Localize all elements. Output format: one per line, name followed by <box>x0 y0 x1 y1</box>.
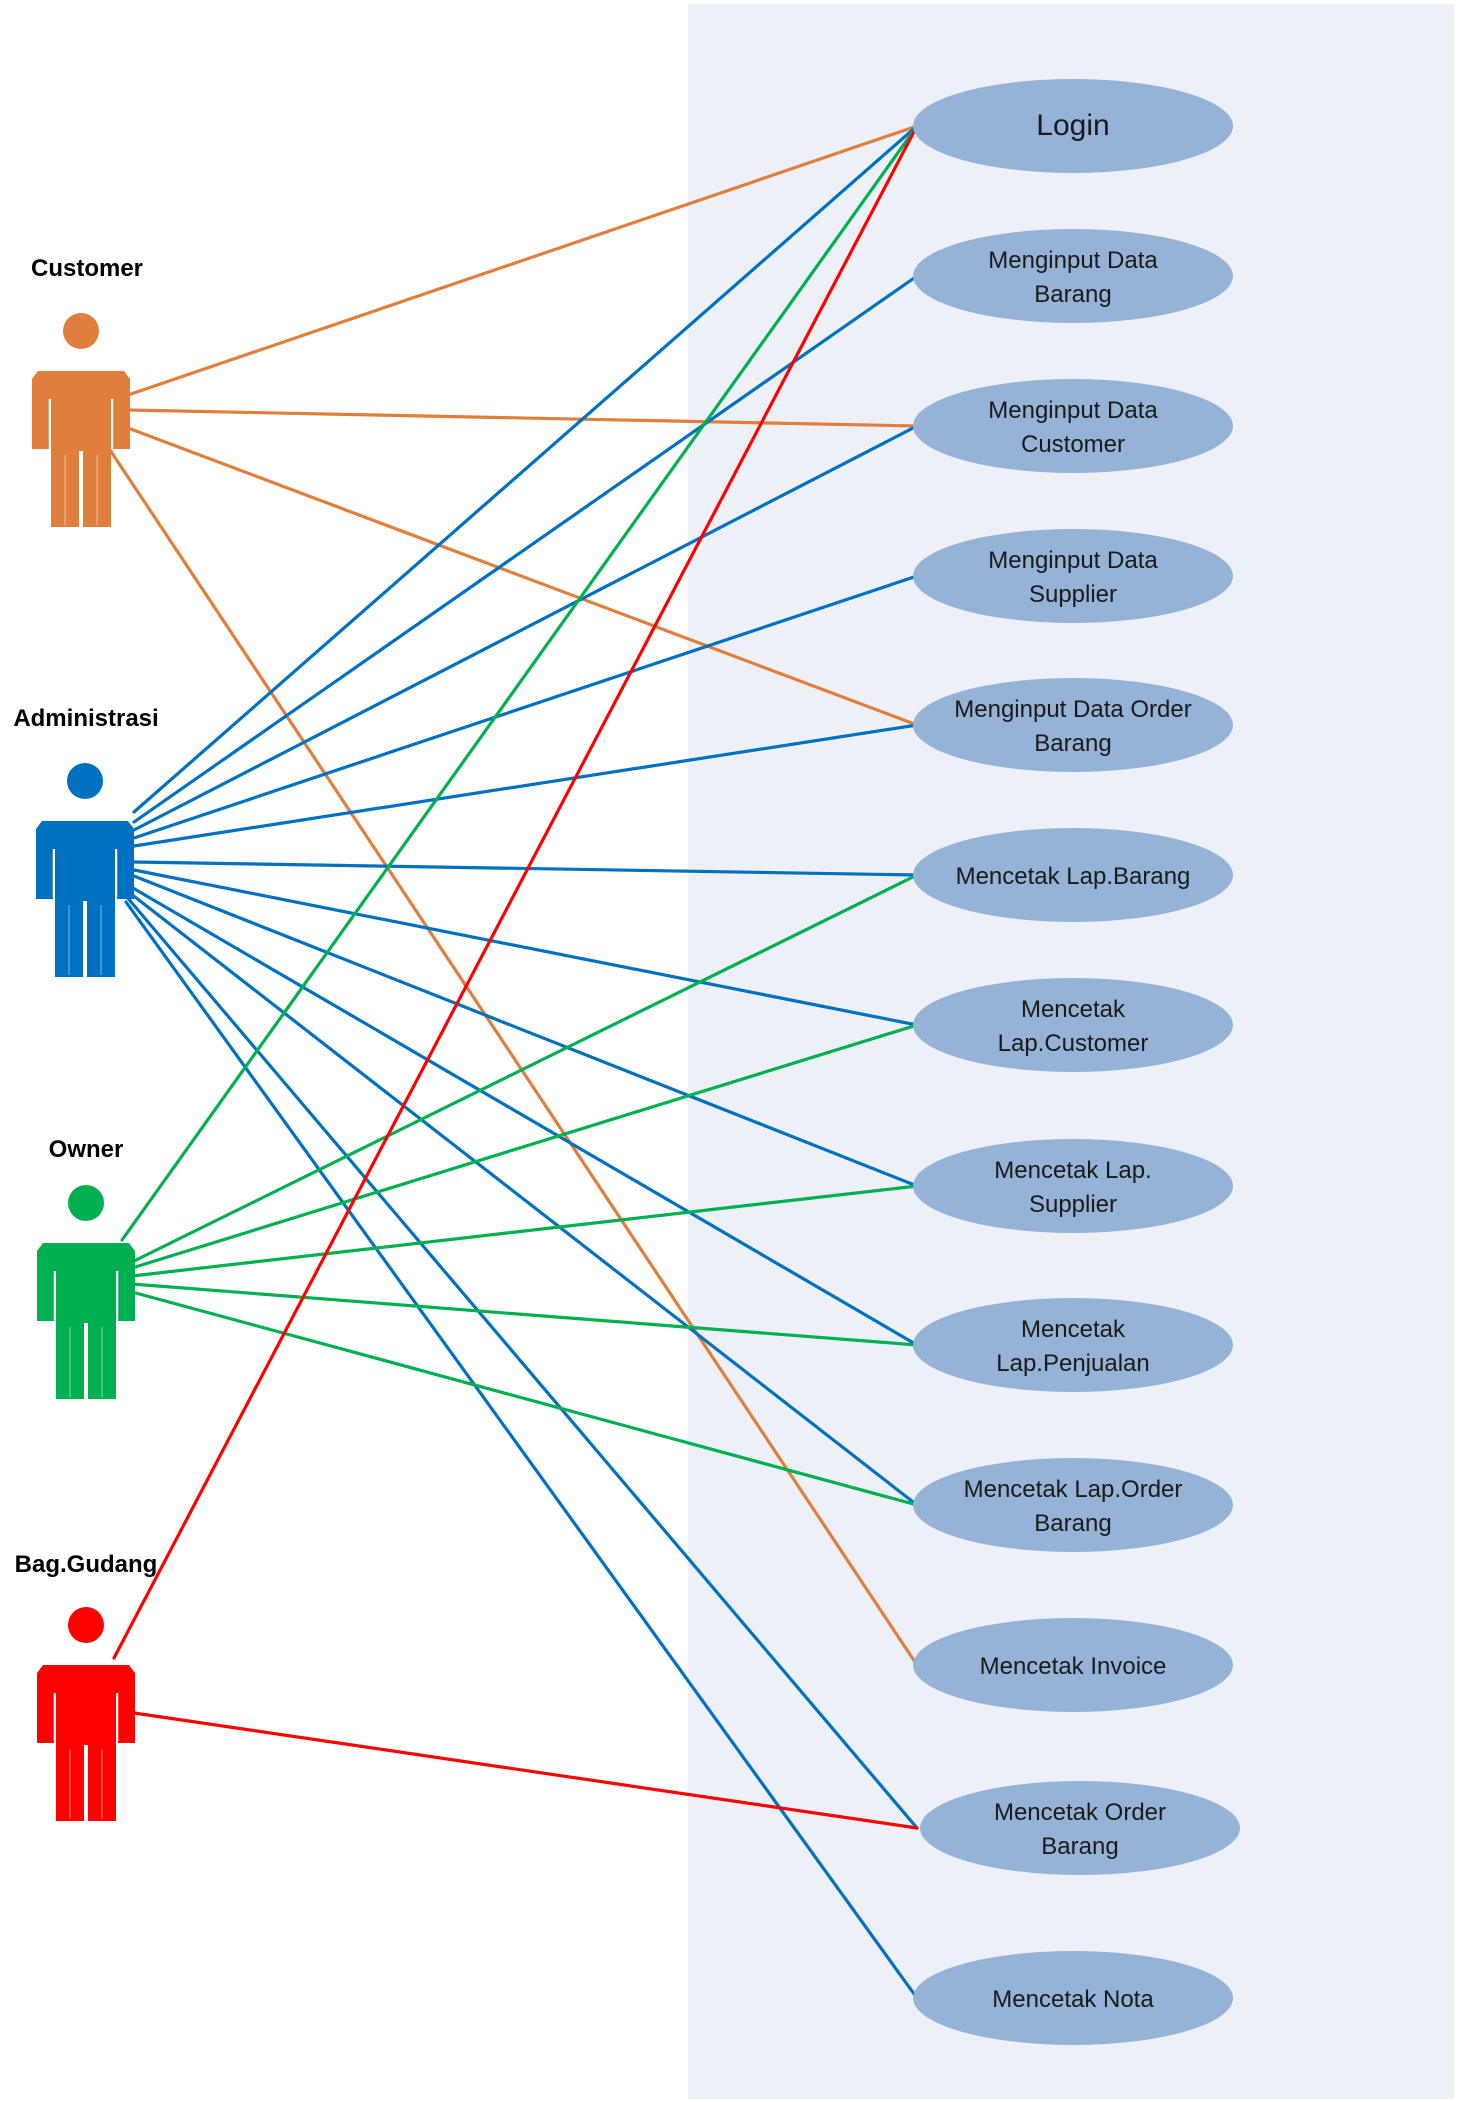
usecase-login[interactable]: Login <box>913 79 1233 173</box>
usecase-input-order[interactable]: Menginput Data Order Barang <box>913 678 1233 772</box>
usecase-label: Barang <box>1034 1510 1111 1537</box>
actor-label: Customer <box>31 255 143 282</box>
actor-owner[interactable]: Owner <box>37 1136 135 1399</box>
association-gudang-login <box>112 124 919 1660</box>
association-owner-login <box>120 124 919 1242</box>
usecase-ellipse <box>913 1458 1233 1552</box>
usecase-ellipse <box>913 1298 1233 1392</box>
usecase-label: Supplier <box>1029 1191 1117 1218</box>
actor-gudang[interactable]: Bag.Gudang <box>15 1551 158 1821</box>
usecase-order-barang[interactable]: Mencetak Order Barang <box>920 1781 1240 1875</box>
usecase-ellipse <box>913 1618 1233 1712</box>
usecase-lap-customer[interactable]: Mencetak Lap.Customer <box>913 978 1233 1072</box>
usecase-label: Lap.Customer <box>998 1030 1149 1057</box>
usecase-label: Menginput Data <box>988 397 1158 424</box>
association-administrasi-lap-order <box>124 888 919 1507</box>
association-owner-lap-barang <box>130 873 919 1264</box>
usecase-lap-penjualan[interactable]: Mencetak Lap.Penjualan <box>913 1298 1233 1392</box>
usecase-label: Login <box>1036 109 1109 142</box>
person-icon <box>37 1607 135 1821</box>
actor-label: Bag.Gudang <box>15 1551 158 1578</box>
person-icon <box>36 763 134 977</box>
association-customer-input-order <box>126 426 919 727</box>
use-cases: Login Menginput Data Barang Menginput Data C… <box>913 79 1240 2045</box>
association-administrasi-login <box>132 124 919 814</box>
usecase-label: Barang <box>1034 281 1111 308</box>
actor-administrasi[interactable]: Administrasi <box>13 705 159 977</box>
association-administrasi-lap-supplier <box>132 874 919 1188</box>
person-icon <box>32 313 130 527</box>
association-administrasi-lap-barang <box>132 860 919 877</box>
usecase-ellipse <box>913 978 1233 1072</box>
usecase-label: Supplier <box>1029 581 1117 608</box>
association-administrasi-input-order <box>132 723 919 848</box>
usecase-label: Menginput Data <box>988 547 1158 574</box>
actor-customer[interactable]: Customer <box>31 255 143 527</box>
association-customer-login <box>126 124 919 397</box>
association-customer-input-customer <box>126 408 919 428</box>
usecase-ellipse <box>913 678 1233 772</box>
usecase-ellipse <box>920 1781 1240 1875</box>
actors: Customer Administrasi Owner Bag.Gudang <box>13 255 159 1821</box>
actor-label: Administrasi <box>13 705 158 732</box>
usecase-label: Customer <box>1021 431 1125 458</box>
usecase-ellipse <box>913 1951 1233 2045</box>
usecase-ellipse <box>913 828 1233 922</box>
usecase-label: Barang <box>1041 1833 1118 1860</box>
usecase-lap-barang[interactable]: Mencetak Lap.Barang <box>913 828 1233 922</box>
usecase-input-barang[interactable]: Menginput Data Barang <box>913 229 1233 323</box>
actor-label: Owner <box>49 1136 124 1163</box>
association-administrasi-lap-penjualan <box>124 882 919 1347</box>
association-administrasi-lap-customer <box>132 868 919 1027</box>
association-owner-lap-order <box>130 1290 919 1507</box>
usecase-ellipse <box>913 529 1233 623</box>
association-owner-lap-penjualan <box>130 1282 919 1347</box>
usecase-label: Mencetak Lap.Order <box>964 1476 1183 1503</box>
usecase-ellipse <box>913 229 1233 323</box>
association-administrasi-input-customer <box>132 424 919 832</box>
usecase-label: Mencetak Lap.Barang <box>956 863 1191 890</box>
usecase-label: Mencetak Order <box>994 1799 1166 1826</box>
usecase-invoice[interactable]: Mencetak Invoice <box>913 1618 1233 1712</box>
usecase-input-supplier[interactable]: Menginput Data Supplier <box>913 529 1233 623</box>
usecase-label: Lap.Penjualan <box>996 1350 1149 1377</box>
association-administrasi-input-barang <box>132 274 919 824</box>
association-owner-lap-customer <box>130 1023 919 1270</box>
usecase-label: Mencetak <box>1021 1316 1126 1343</box>
association-owner-lap-supplier <box>130 1184 919 1278</box>
usecase-ellipse <box>913 379 1233 473</box>
usecase-ellipse <box>913 1139 1233 1233</box>
usecase-label: Mencetak <box>1021 996 1126 1023</box>
association-lines <box>108 124 919 2000</box>
usecase-lap-order[interactable]: Mencetak Lap.Order Barang <box>913 1458 1233 1552</box>
usecase-input-customer[interactable]: Menginput Data Customer <box>913 379 1233 473</box>
usecase-label: Barang <box>1034 730 1111 757</box>
association-administrasi-input-supplier <box>132 574 919 840</box>
usecase-label: Menginput Data <box>988 247 1158 274</box>
usecase-ellipse <box>913 79 1233 173</box>
usecase-nota[interactable]: Mencetak Nota <box>913 1951 1233 2045</box>
usecase-label: Mencetak Lap. <box>994 1157 1151 1184</box>
usecase-label: Menginput Data Order <box>954 696 1191 723</box>
person-icon <box>37 1185 135 1399</box>
usecase-label: Mencetak Nota <box>992 1986 1154 2013</box>
association-gudang-order-barang <box>132 1711 919 1830</box>
association-customer-invoice <box>108 448 919 1667</box>
usecase-lap-supplier[interactable]: Mencetak Lap. Supplier <box>913 1139 1233 1233</box>
usecase-label: Mencetak Invoice <box>980 1653 1167 1680</box>
association-administrasi-nota <box>124 900 919 2000</box>
